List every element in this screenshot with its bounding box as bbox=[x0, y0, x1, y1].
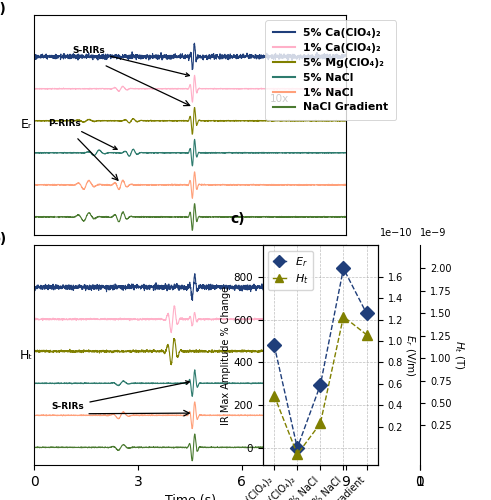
Y-axis label: $H_t$ (T): $H_t$ (T) bbox=[452, 340, 465, 370]
Text: c): c) bbox=[230, 212, 245, 226]
Y-axis label: Hₜ: Hₜ bbox=[20, 348, 32, 362]
X-axis label: Time (s): Time (s) bbox=[164, 494, 216, 500]
Text: 1e−10: 1e−10 bbox=[381, 228, 413, 238]
Text: S-RIRs: S-RIRs bbox=[52, 381, 190, 411]
Y-axis label: IR Max Amplitude % Change: IR Max Amplitude % Change bbox=[220, 286, 231, 424]
Text: 1e−9: 1e−9 bbox=[420, 228, 446, 238]
Text: P-RIRs: P-RIRs bbox=[48, 118, 117, 150]
Y-axis label: $E_r$ (V/m): $E_r$ (V/m) bbox=[404, 334, 417, 376]
Text: b): b) bbox=[0, 232, 7, 246]
Legend: 5% Ca(ClO₄)₂, 1% Ca(ClO₄)₂, 5% Mg(ClO₄)₂, 5% NaCl, 1% NaCl, NaCl Gradient: 5% Ca(ClO₄)₂, 1% Ca(ClO₄)₂, 5% Mg(ClO₄)₂… bbox=[265, 20, 396, 120]
Text: S-RIRs: S-RIRs bbox=[72, 46, 190, 76]
Legend: $E_r$, $H_t$: $E_r$, $H_t$ bbox=[268, 250, 313, 290]
Text: 10x: 10x bbox=[270, 94, 289, 104]
Text: a): a) bbox=[0, 2, 7, 16]
Y-axis label: Eᵣ: Eᵣ bbox=[21, 118, 31, 132]
